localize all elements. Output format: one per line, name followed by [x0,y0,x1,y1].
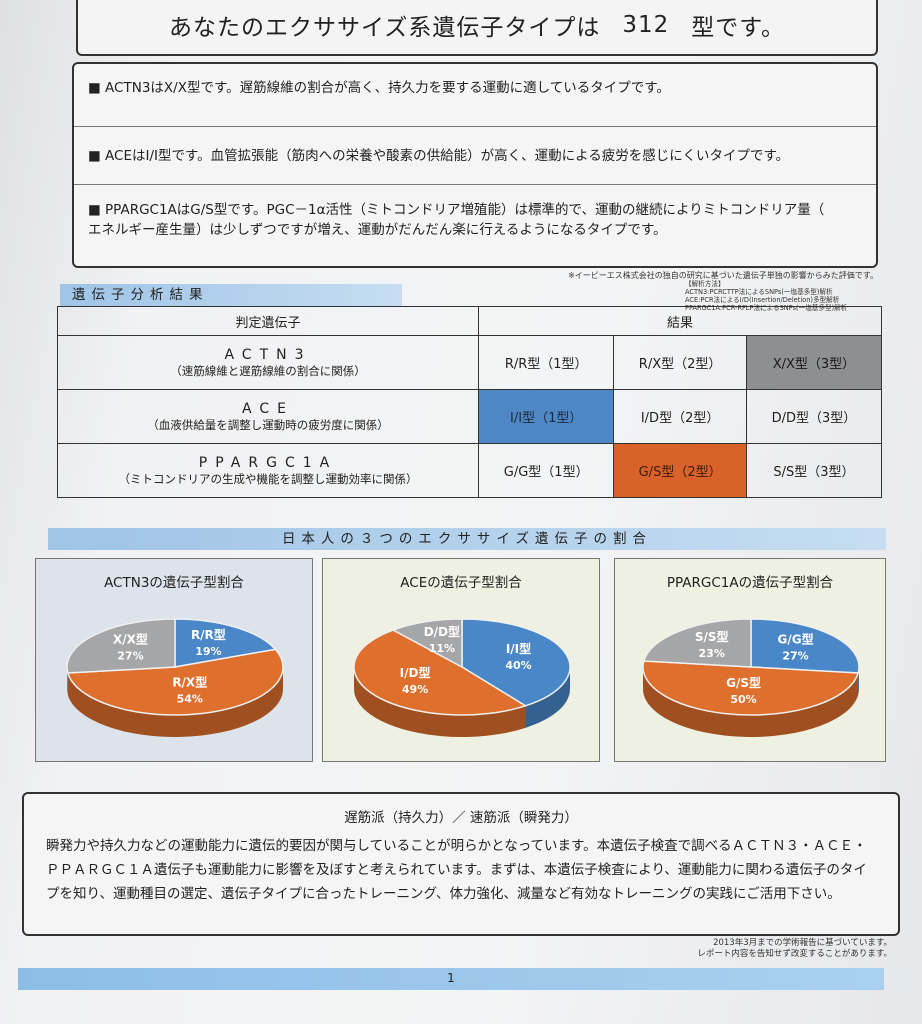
gene-result-table: 判定遺伝子 結果 ACTN3 （速筋線維と遅筋線維の割合に関係） R/R型（1型… [57,306,883,498]
pie-slice-label: I/I型 [506,641,531,656]
gene-name: ACE [242,400,294,417]
pie-title: PPARGC1Aの遺伝子型割合 [666,575,834,591]
pie-slice-value: 27% [117,650,143,663]
pie-slice [750,618,860,674]
method-line: ACE:PCR法によるI/D(Insertion/Deletion)多型解析 [685,296,840,304]
method-line: ACTN3:PCRCTTP法によるSNPs(一塩基多型)解析 [685,288,833,296]
pie-slice-label: X/X型 [113,632,148,647]
page-number-bar: 1 [18,968,884,990]
research-note: ※イービーエス株式会社の独自の研究に基づいた遺伝子単独の影響からみた評価です。 [568,271,878,280]
pie-panel-ppargc1a: G/G型 27% G/S型 50% S/S型 23% PPARGC1Aの遺伝子型割合 [614,558,886,762]
result-cell: D/D型（3型） [745,389,883,444]
pie-slice-label: I/D型 [400,665,431,680]
pie-chart-ace: I/I型 40% I/D型 49% D/D型 11% [353,618,571,737]
gene-description: （ミトコンドリアの生成や機能を調整し運動効率に関係） [118,471,418,486]
footer-line: 2013年3月までの学術報告に基づいています。 [713,938,892,948]
pie-slice-label: G/G型 [778,632,814,647]
method-title: 【解析方法】 [685,280,725,288]
pie-slice [66,648,284,716]
pie-slice-side [67,667,283,738]
ppargc1a-summary-line2: エネルギー産生量）は少しずつですが増え、運動がだんだん楽に行えるようになるタイプ… [88,222,667,238]
header-gene: 判定遺伝子 [57,306,479,336]
title-suffix: 型です。 [691,15,785,41]
pie-slice-value: 49% [402,683,428,696]
result-cell: S/S型（3型） [745,443,883,498]
ace-summary: ■ ACEはI/I型です。血管拡張能（筋肉への栄養や酸素の供給能）が高く、運動に… [74,146,876,166]
pie-slice [174,618,277,668]
result-title: あなたのエクササイズ系遺伝子タイプは 312 型です。 [76,0,878,56]
pie-slice-label: R/X型 [172,675,207,690]
pie-slice-value: 23% [699,647,725,660]
pie-title: ACEの遺伝子型割合 [400,575,522,591]
footer-line: レポート内容を告知せず改変することがあります。 [697,949,892,959]
pie-slice-label: D/D型 [424,624,460,639]
gene-name: ACTN3 [224,346,312,363]
result-cell: R/R型（1型） [477,335,615,390]
result-cell: R/X型（2型） [613,335,747,390]
section-japanese-ratio: 日本人の３つのエクササイズ遺伝子の割合 [48,528,886,550]
pie-slice [461,618,571,707]
actn3-summary: ■ ACTN3はX/X型です。遅筋線維の割合が高く、持久力を要する運動に適してい… [74,78,876,98]
explanation-box: 遅筋派（持久力）／ 速筋派（瞬発力） 瞬発力や持久力などの運動能力に遺伝的要因が… [22,792,900,936]
pie-slice-value: 40% [505,659,531,672]
pie-slice-value: 11% [429,642,455,655]
header-result: 結果 [478,306,882,336]
pie-slice-value: 27% [782,650,808,663]
actn3-summary-text: ■ ACTN3はX/X型です。遅筋線維の割合が高く、持久力を要する運動に適してい… [88,80,670,96]
result-cell-selected: I/I型（1型） [477,389,615,444]
explanation-text: 瞬発力や持久力などの運動能力に遺伝的要因が関与していることが明らかとなっています… [46,838,867,902]
gene-cell-actn3: ACTN3 （速筋線維と遅筋線維の割合に関係） [57,335,479,390]
pie-slice [642,660,860,716]
pie-slice [353,629,528,716]
section-gene-analysis: 遺伝子分析結果 [60,284,402,306]
pie-slice-side [525,667,570,728]
divider [74,184,876,185]
pie-slice-value: 54% [177,693,203,706]
result-cell: G/G型（1型） [477,443,615,498]
pie-panel-ace: I/I型 40% I/D型 49% D/D型 11% ACEの遺伝子型割合 [322,558,600,762]
pie-slice [642,618,752,668]
gene-cell-ppargc1a: PPARGC1A （ミトコンドリアの生成や機能を調整し運動効率に関係） [57,443,479,498]
pie-slice-label: R/R型 [191,627,226,642]
pie-panel-actn3: R/R型 19% R/X型 54% X/X型 27% ACTN3の遺伝子型割合 [35,558,313,762]
ace-summary-text: ■ ACEはI/I型です。血管拡張能（筋肉への栄養や酸素の供給能）が高く、運動に… [88,148,790,164]
pie-slice-label: S/S型 [695,629,729,644]
pie-slice-side [643,667,859,738]
pie-chart-ppargc1a: G/G型 27% G/S型 50% S/S型 23% [642,618,860,738]
result-cell: I/D型（2型） [613,389,747,444]
gene-description: （血液供給量を調整し運動時の疲労度に関係） [147,417,389,432]
ppargc1a-summary-line1: ■ PPARGC1AはG/S型です。PGC－1α活性（ミトコンドリア増殖能）は標… [88,202,825,218]
pie-chart-actn3: R/R型 19% R/X型 54% X/X型 27% [66,618,284,738]
gene-cell-ace: ACE （血液供給量を調整し運動時の疲労度に関係） [57,389,479,444]
type-summary-box: ■ ACTN3はX/X型です。遅筋線維の割合が高く、持久力を要する運動に適してい… [72,62,878,268]
pie-title: ACTN3の遺伝子型割合 [104,575,244,591]
gene-description: （速筋線維と遅筋線維の割合に関係） [170,363,366,378]
result-cell-selected: X/X型（3型） [745,335,883,390]
title-prefix: あなたのエクササイズ系遺伝子タイプは [169,15,601,41]
ppargc1a-summary: ■ PPARGC1AはG/S型です。PGC－1α活性（ミトコンドリア増殖能）は標… [74,200,876,240]
result-cell-selected: G/S型（2型） [613,443,747,498]
pie-slice-side [354,667,526,737]
pie-slice-value: 19% [195,645,221,658]
pie-slice-label: G/S型 [726,675,761,690]
page-number: 1 [447,971,455,985]
pie-slice [66,618,176,674]
type-number: 312 [622,12,670,38]
explanation-title: 遅筋派（持久力）／ 速筋派（瞬発力） [344,810,578,826]
pie-slice-value: 50% [730,693,756,706]
pie-slice [391,618,463,669]
footer-note: 2013年3月までの学術報告に基づいています。 レポート内容を告知せず改変するこ… [697,938,892,960]
divider [74,126,876,127]
gene-name: PPARGC1A [198,454,338,471]
